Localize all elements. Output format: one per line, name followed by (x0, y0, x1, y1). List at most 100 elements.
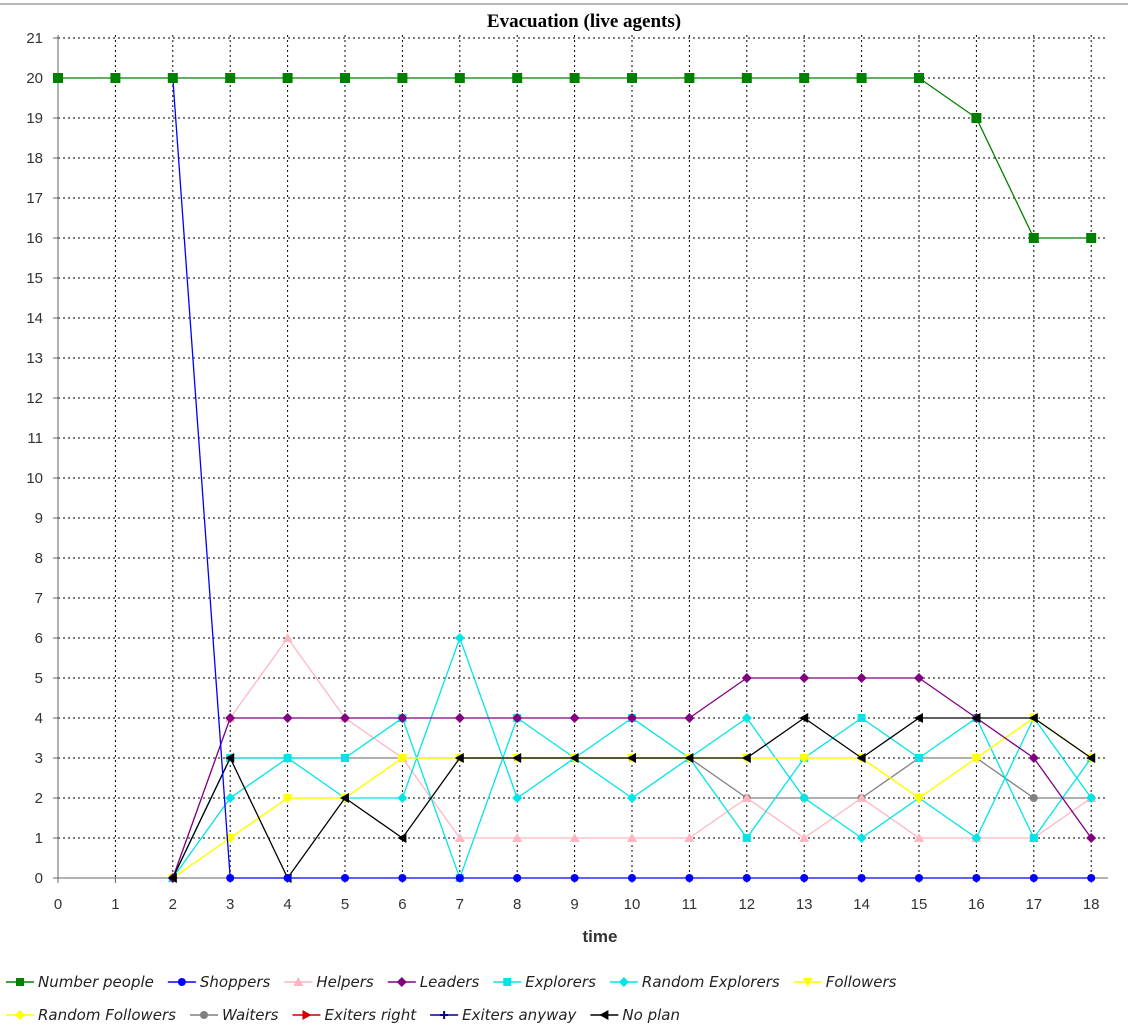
x-tick-label: 6 (398, 896, 406, 913)
data-point-no-plan (1086, 753, 1096, 763)
legend-marker-leaders (396, 977, 407, 987)
data-point-helpers (282, 633, 293, 642)
data-point-shoppers (570, 874, 579, 882)
data-point-no-plan (741, 753, 751, 763)
data-point-helpers (799, 833, 810, 842)
legend-marker-shoppers (177, 978, 186, 986)
y-tick-label: 5 (35, 670, 43, 687)
data-point-leaders (1086, 833, 1097, 843)
data-point-helpers (856, 793, 867, 802)
data-point-leaders (799, 673, 810, 683)
data-point-random-followers (971, 753, 982, 763)
x-tick-label: 16 (968, 896, 985, 913)
data-point-leaders (914, 673, 924, 683)
x-tick-label: 0 (54, 896, 62, 913)
data-point-number-people (225, 73, 236, 83)
legend-marker-helpers (293, 977, 304, 986)
y-tick-label: 17 (26, 190, 43, 207)
data-point-random-explorers (1086, 793, 1097, 803)
data-point-shoppers (742, 874, 751, 882)
data-point-number-people (1086, 233, 1097, 243)
x-tick-label: 5 (341, 896, 349, 913)
legend-item-exiters-anyway: Exiters anyway (430, 1006, 578, 1024)
data-point-shoppers (1029, 874, 1038, 882)
data-point-random-explorers (971, 833, 982, 843)
data-point-number-people (282, 73, 293, 83)
x-tick-label: 11 (682, 896, 698, 913)
y-tick-label: 12 (26, 390, 43, 407)
y-tick-label: 11 (27, 430, 43, 447)
x-tick-label: 15 (911, 896, 928, 913)
legend-label-exiters-anyway: Exiters anyway (462, 1006, 577, 1024)
legend-marker-followers (802, 978, 813, 987)
data-point-number-people (397, 73, 408, 83)
y-tick-label: 4 (35, 710, 43, 727)
y-tick-label: 7 (35, 590, 43, 607)
y-tick-label: 14 (26, 310, 43, 327)
data-point-leaders (569, 713, 580, 723)
data-point-number-people (1028, 233, 1039, 243)
data-point-random-followers (799, 753, 810, 763)
y-tick-label: 19 (26, 110, 43, 127)
data-point-leaders (512, 713, 523, 723)
x-tick-label: 17 (1025, 896, 1042, 913)
data-point-helpers (454, 833, 465, 842)
x-axis-label: time (583, 927, 618, 946)
legend-item-helpers: Helpers (284, 973, 374, 991)
y-tick-label: 18 (26, 150, 43, 167)
x-tick-label: 14 (853, 896, 870, 913)
legend-label-explorers: Explorers (525, 973, 596, 991)
data-point-number-people (971, 113, 982, 123)
data-point-number-people (167, 73, 178, 83)
series-number-people (53, 73, 1097, 243)
data-point-random-followers (397, 753, 408, 763)
legend-label-waiters: Waiters (222, 1006, 279, 1024)
data-point-shoppers (398, 874, 407, 882)
x-tick-label: 7 (456, 896, 464, 913)
legend-marker-no-plan (599, 1010, 609, 1020)
x-tick-label: 10 (624, 896, 641, 913)
data-point-random-explorers (741, 713, 752, 723)
legend-marker-number-people (16, 978, 24, 986)
data-point-explorers (283, 754, 292, 762)
legend-item-random-followers: Random Followers (6, 1006, 176, 1024)
data-point-random-explorers (397, 793, 408, 803)
x-tick-label: 8 (513, 896, 521, 913)
data-point-helpers (741, 793, 752, 802)
data-point-helpers (914, 833, 924, 842)
data-point-random-followers (282, 793, 293, 803)
data-point-leaders (454, 713, 465, 723)
data-point-leaders (856, 673, 867, 683)
x-tick-label: 12 (738, 896, 755, 913)
y-tick-label: 21 (26, 30, 43, 47)
data-point-shoppers (857, 874, 866, 882)
data-point-number-people (799, 73, 810, 83)
x-tick-label: 4 (283, 896, 291, 913)
data-point-leaders (340, 713, 350, 723)
data-point-random-explorers (512, 793, 523, 803)
data-point-shoppers (1087, 874, 1096, 882)
data-point-helpers (512, 833, 523, 842)
data-point-explorers (857, 714, 866, 722)
y-tick-label: 3 (35, 750, 43, 767)
data-point-no-plan (627, 753, 636, 763)
data-point-no-plan (340, 793, 349, 803)
data-point-random-explorers (454, 633, 465, 643)
data-point-no-plan (971, 713, 981, 723)
y-tick-label: 9 (35, 510, 43, 527)
x-tick-label: 18 (1083, 896, 1100, 913)
data-point-no-plan (914, 713, 923, 723)
data-point-number-people (110, 73, 121, 83)
y-tick-label: 8 (35, 550, 43, 567)
data-point-no-plan (1028, 713, 1038, 723)
legend-item-no-plan: No plan (590, 1006, 680, 1024)
data-point-no-plan (167, 873, 177, 883)
x-tick-label: 13 (796, 896, 813, 913)
data-point-no-plan (454, 753, 464, 763)
data-point-number-people (684, 73, 695, 83)
data-point-helpers (569, 833, 580, 842)
x-tick-label: 2 (169, 896, 177, 913)
data-point-number-people (856, 73, 867, 83)
legend-label-shoppers: Shoppers (200, 973, 271, 991)
